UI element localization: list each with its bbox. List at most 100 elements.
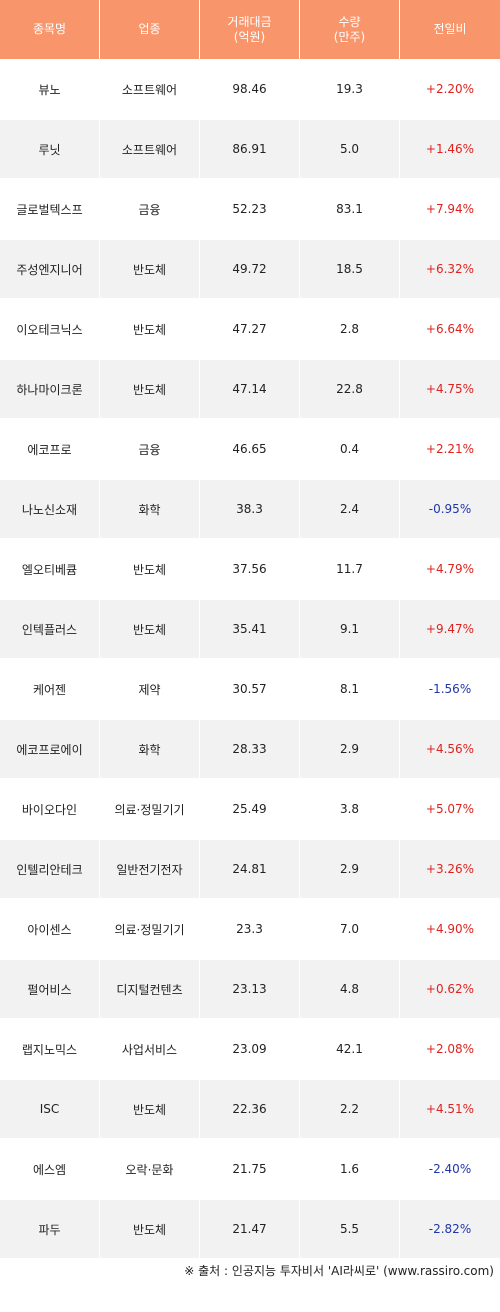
- trade-amount-cell: 21.47: [200, 1200, 300, 1260]
- table-row: 펄어비스 디지털컨텐츠 23.13 4.8 +0.62%: [0, 960, 500, 1020]
- change-cell: +6.32%: [400, 240, 500, 300]
- change-cell: +3.26%: [400, 840, 500, 900]
- change-cell: +4.51%: [400, 1080, 500, 1140]
- sector-cell: 반도체: [100, 300, 200, 360]
- table-row: 에스엠 오락·문화 21.75 1.6 -2.40%: [0, 1140, 500, 1200]
- table-row: 케어젠 제약 30.57 8.1 -1.56%: [0, 660, 500, 720]
- stock-name-cell: 에코프로: [0, 420, 100, 480]
- change-cell: +0.62%: [400, 960, 500, 1020]
- table-row: 이오테크닉스 반도체 47.27 2.8 +6.64%: [0, 300, 500, 360]
- table-row: 글로벌텍스프 금융 52.23 83.1 +7.94%: [0, 180, 500, 240]
- stock-name-cell: 루닛: [0, 120, 100, 180]
- stock-table: 종목명 업종 거래대금 (억원) 수량 (만주) 전일비 뷰노 소프트웨어 98.4…: [0, 0, 500, 1260]
- header-trade-amount: 거래대금 (억원): [200, 0, 300, 60]
- change-cell: +2.20%: [400, 60, 500, 120]
- stock-name-cell: ISC: [0, 1080, 100, 1140]
- stock-name-cell: 뷰노: [0, 60, 100, 120]
- change-cell: +4.90%: [400, 900, 500, 960]
- trade-amount-cell: 28.33: [200, 720, 300, 780]
- sector-cell: 제약: [100, 660, 200, 720]
- trade-amount-cell: 52.23: [200, 180, 300, 240]
- stock-name-cell: 펄어비스: [0, 960, 100, 1020]
- trade-amount-cell: 23.3: [200, 900, 300, 960]
- sector-cell: 사업서비스: [100, 1020, 200, 1080]
- sector-cell: 반도체: [100, 1200, 200, 1260]
- change-cell: +2.08%: [400, 1020, 500, 1080]
- trade-amount-cell: 23.09: [200, 1020, 300, 1080]
- volume-cell: 19.3: [300, 60, 400, 120]
- change-cell: -2.82%: [400, 1200, 500, 1260]
- change-cell: +1.46%: [400, 120, 500, 180]
- stock-name-cell: 인텔리안테크: [0, 840, 100, 900]
- trade-amount-cell: 38.3: [200, 480, 300, 540]
- trade-amount-cell: 35.41: [200, 600, 300, 660]
- volume-cell: 42.1: [300, 1020, 400, 1080]
- table-row: ISC 반도체 22.36 2.2 +4.51%: [0, 1080, 500, 1140]
- trade-amount-cell: 37.56: [200, 540, 300, 600]
- sector-cell: 소프트웨어: [100, 60, 200, 120]
- stock-name-cell: 엘오티베큠: [0, 540, 100, 600]
- stock-name-cell: 하나마이크론: [0, 360, 100, 420]
- table-row: 루닛 소프트웨어 86.91 5.0 +1.46%: [0, 120, 500, 180]
- volume-cell: 2.9: [300, 720, 400, 780]
- trade-amount-cell: 47.27: [200, 300, 300, 360]
- trade-amount-cell: 21.75: [200, 1140, 300, 1200]
- header-change: 전일비: [400, 0, 500, 60]
- table-row: 파두 반도체 21.47 5.5 -2.82%: [0, 1200, 500, 1260]
- sector-cell: 금융: [100, 420, 200, 480]
- stock-name-cell: 바이오다인: [0, 780, 100, 840]
- sector-cell: 화학: [100, 720, 200, 780]
- stock-name-cell: 글로벌텍스프: [0, 180, 100, 240]
- volume-cell: 11.7: [300, 540, 400, 600]
- trade-amount-cell: 23.13: [200, 960, 300, 1020]
- sector-cell: 소프트웨어: [100, 120, 200, 180]
- change-cell: -0.95%: [400, 480, 500, 540]
- sector-cell: 디지털컨텐츠: [100, 960, 200, 1020]
- change-cell: +9.47%: [400, 600, 500, 660]
- table-row: 에코프로에이 화학 28.33 2.9 +4.56%: [0, 720, 500, 780]
- trade-amount-cell: 22.36: [200, 1080, 300, 1140]
- trade-amount-cell: 30.57: [200, 660, 300, 720]
- table-row: 하나마이크론 반도체 47.14 22.8 +4.75%: [0, 360, 500, 420]
- stock-name-cell: 랩지노믹스: [0, 1020, 100, 1080]
- stock-name-cell: 아이센스: [0, 900, 100, 960]
- table-header: 종목명 업종 거래대금 (억원) 수량 (만주) 전일비: [0, 0, 500, 60]
- volume-cell: 2.8: [300, 300, 400, 360]
- stock-name-cell: 케어젠: [0, 660, 100, 720]
- volume-cell: 18.5: [300, 240, 400, 300]
- stock-name-cell: 파두: [0, 1200, 100, 1260]
- change-cell: +4.56%: [400, 720, 500, 780]
- header-stock-name: 종목명: [0, 0, 100, 60]
- volume-cell: 2.4: [300, 480, 400, 540]
- volume-cell: 22.8: [300, 360, 400, 420]
- volume-cell: 83.1: [300, 180, 400, 240]
- sector-cell: 의료·정밀기기: [100, 780, 200, 840]
- change-cell: +5.07%: [400, 780, 500, 840]
- change-cell: -1.56%: [400, 660, 500, 720]
- table-body: 뷰노 소프트웨어 98.46 19.3 +2.20% 루닛 소프트웨어 86.91 5.0 +1.…: [0, 60, 500, 1260]
- table-row: 엘오티베큠 반도체 37.56 11.7 +4.79%: [0, 540, 500, 600]
- volume-cell: 0.4: [300, 420, 400, 480]
- change-cell: +4.79%: [400, 540, 500, 600]
- change-cell: +4.75%: [400, 360, 500, 420]
- table-row: 나노신소재 화학 38.3 2.4 -0.95%: [0, 480, 500, 540]
- change-cell: +6.64%: [400, 300, 500, 360]
- volume-cell: 3.8: [300, 780, 400, 840]
- table-row: 에코프로 금융 46.65 0.4 +2.21%: [0, 420, 500, 480]
- header-volume: 수량 (만주): [300, 0, 400, 60]
- sector-cell: 오락·문화: [100, 1140, 200, 1200]
- sector-cell: 반도체: [100, 360, 200, 420]
- sector-cell: 의료·정밀기기: [100, 900, 200, 960]
- sector-cell: 반도체: [100, 540, 200, 600]
- table-row: 뷰노 소프트웨어 98.46 19.3 +2.20%: [0, 60, 500, 120]
- trade-amount-cell: 86.91: [200, 120, 300, 180]
- change-cell: +7.94%: [400, 180, 500, 240]
- change-cell: -2.40%: [400, 1140, 500, 1200]
- table-row: 주성엔지니어 반도체 49.72 18.5 +6.32%: [0, 240, 500, 300]
- sector-cell: 반도체: [100, 240, 200, 300]
- table-row: 바이오다인 의료·정밀기기 25.49 3.8 +5.07%: [0, 780, 500, 840]
- trade-amount-cell: 98.46: [200, 60, 300, 120]
- stock-name-cell: 나노신소재: [0, 480, 100, 540]
- volume-cell: 5.0: [300, 120, 400, 180]
